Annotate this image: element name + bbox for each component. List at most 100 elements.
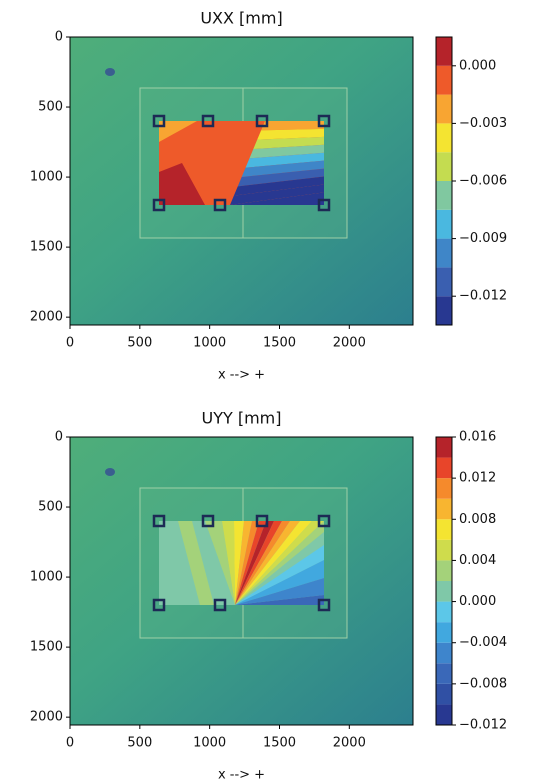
x-tick-label: 2000 — [333, 736, 366, 751]
chart-title: UYY [mm] — [202, 409, 282, 428]
colorbar-band — [436, 437, 452, 458]
contour-fill — [235, 578, 324, 605]
colorbar-band — [436, 209, 452, 239]
colorbar-band — [436, 37, 452, 66]
colorbar-tick-label: −0.003 — [459, 116, 507, 131]
image-spot — [105, 468, 115, 476]
colorbar-band — [436, 65, 452, 95]
colorbar-band — [436, 94, 452, 124]
x-tick-label: 1000 — [193, 336, 226, 351]
y-tick-label: 0 — [55, 30, 63, 45]
target-marker — [213, 598, 227, 612]
colorbar-tick-label: −0.012 — [459, 289, 507, 304]
target-marker — [317, 514, 331, 528]
x-tick-label: 0 — [66, 736, 74, 751]
colorbar-band — [436, 663, 452, 684]
colorbar-band — [436, 519, 452, 540]
y-tick-label: 1000 — [30, 570, 63, 585]
colorbar-band — [436, 181, 452, 210]
x-tick-label: 1500 — [263, 736, 296, 751]
x-tick-label: 1500 — [263, 336, 296, 351]
contour-fill — [261, 121, 324, 131]
contour-fill — [233, 176, 324, 196]
colorbar-band — [436, 498, 452, 520]
target-marker — [255, 514, 269, 528]
x-tick-label: 2000 — [333, 336, 366, 351]
contour-fill — [235, 532, 324, 605]
x-axis-label: x --> + — [218, 768, 265, 783]
x-tick-label: 1000 — [193, 736, 226, 751]
target-marker — [213, 198, 227, 212]
target-marker — [152, 598, 166, 612]
contour-fill — [253, 136, 324, 149]
colorbar-band — [436, 642, 452, 664]
target-marker — [152, 114, 166, 128]
y-tick-label: 1000 — [30, 170, 63, 185]
contour-fill — [205, 521, 235, 605]
x-tick-label: 0 — [66, 336, 74, 351]
colorbar-tick-label: 0.004 — [459, 553, 496, 568]
target-marker — [317, 198, 331, 212]
contour-fill — [178, 521, 214, 605]
colorbar-tick-label: −0.009 — [459, 231, 507, 246]
x-tick-label: 500 — [127, 736, 152, 751]
x-tick-label: 500 — [127, 336, 152, 351]
colorbar-band — [436, 581, 452, 602]
colorbar-band — [436, 152, 452, 181]
colorbar-band — [436, 296, 452, 325]
contour-fill — [235, 545, 324, 605]
colorbar-tick-label: −0.008 — [459, 676, 507, 691]
contour-fill — [235, 595, 324, 605]
colorbar-tick-label: 0.008 — [459, 512, 496, 527]
chart-title: UXX [mm] — [200, 9, 282, 28]
colorbar-band — [436, 238, 452, 268]
target-marker — [152, 514, 166, 528]
colorbar-band — [436, 457, 452, 479]
target-marker — [152, 198, 166, 212]
contour-fill — [234, 521, 244, 605]
y-tick-label: 1500 — [30, 240, 63, 255]
contour-fill — [249, 144, 324, 159]
colorbar-tick-label: 0.012 — [459, 471, 496, 486]
y-tick-label: 0 — [55, 430, 63, 445]
axes-frame — [69, 36, 414, 326]
target-marker — [201, 114, 215, 128]
colorbar-tick-label: 0.000 — [459, 58, 496, 73]
contour-fill — [230, 192, 324, 205]
colorbar-band — [436, 123, 452, 153]
contour-fill — [237, 168, 324, 187]
colorbar-band — [436, 478, 452, 499]
colorbar-band — [436, 704, 452, 725]
contour-fill — [235, 521, 324, 605]
colorbar-tick-label: 0.016 — [459, 430, 496, 445]
contour-fill — [257, 128, 324, 140]
y-tick-label: 1500 — [30, 640, 63, 655]
y-tick-label: 500 — [38, 100, 63, 115]
y-tick-label: 2000 — [30, 710, 63, 725]
x-axis-label: x --> + — [218, 368, 265, 383]
colorbar-band — [436, 560, 452, 581]
colorbar-band — [436, 601, 452, 623]
contour-fill — [245, 152, 324, 168]
contour-fill — [230, 184, 324, 205]
contour-fill — [241, 160, 324, 177]
contour-fill — [235, 560, 324, 605]
colorbar-tick-label: 0.000 — [459, 594, 496, 609]
colorbar-tick-label: −0.012 — [459, 718, 507, 733]
target-marker — [201, 514, 215, 528]
colorbar-tick-label: −0.004 — [459, 635, 507, 650]
colorbar-tick-label: −0.006 — [459, 174, 507, 189]
y-tick-label: 2000 — [30, 310, 63, 325]
axes-frame — [69, 436, 414, 726]
target-marker — [317, 114, 331, 128]
colorbar-frame — [435, 436, 453, 726]
colorbar-band — [436, 267, 452, 297]
y-tick-label: 500 — [38, 500, 63, 515]
contour-fill — [159, 163, 205, 205]
colorbar-band — [436, 683, 452, 705]
colorbar-band — [436, 539, 452, 561]
colorbar-band — [436, 622, 452, 643]
target-marker — [317, 598, 331, 612]
contour-fill — [159, 121, 197, 142]
